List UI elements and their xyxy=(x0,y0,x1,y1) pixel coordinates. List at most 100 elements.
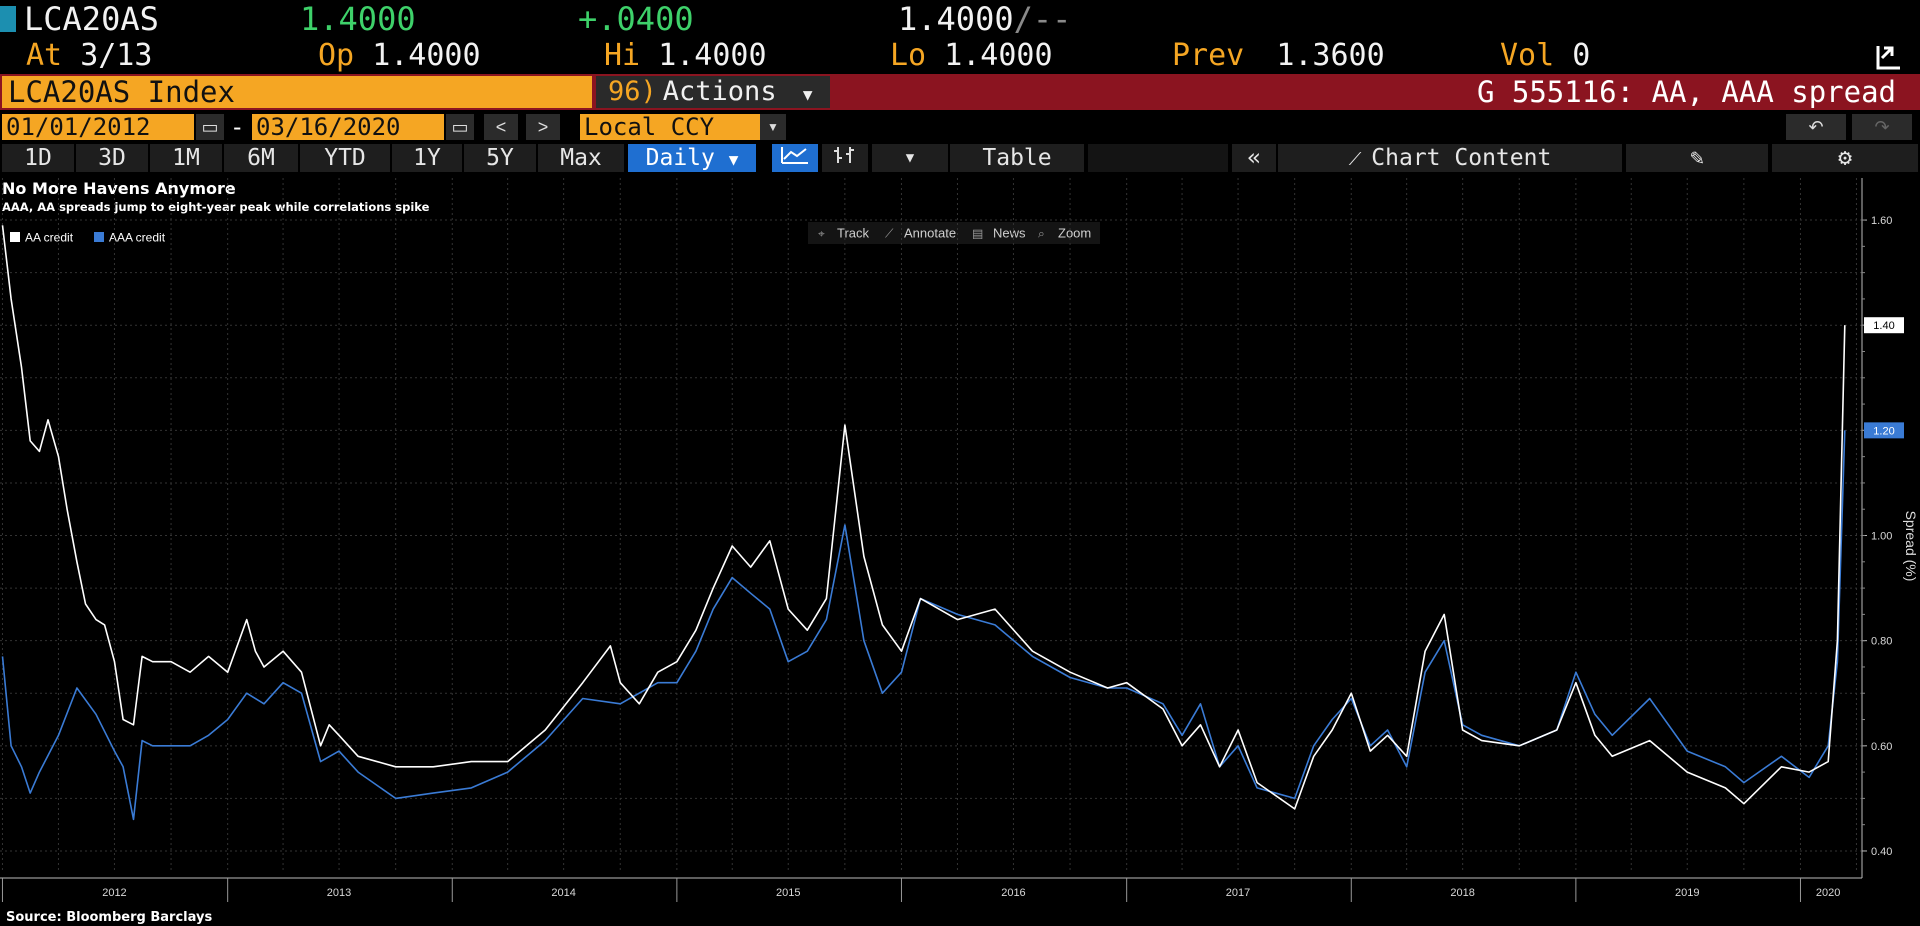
bid-ask: 1.4000/-- xyxy=(898,0,1071,38)
news-tool[interactable]: News xyxy=(993,226,1026,241)
open-label: Op xyxy=(318,38,355,73)
legend-swatch-aa xyxy=(10,232,20,242)
y-tick-label: 1.00 xyxy=(1871,531,1892,543)
prev-label: Prev xyxy=(1172,38,1245,73)
open-stat: Op 1.4000 xyxy=(318,38,481,74)
title-bar: LCA20AS Index 96) Actions ▼ G 555116: AA,… xyxy=(0,74,1920,110)
calendar-icon[interactable]: ▭ xyxy=(196,114,224,140)
series-line-aa-credit xyxy=(1,225,1846,810)
series-lines xyxy=(1,225,1846,821)
chevron-down-icon: ▼ xyxy=(728,150,739,169)
series-line-aaa-credit xyxy=(1,430,1846,821)
chart-subtitle: AAA, AA spreads jump to eight-year peak … xyxy=(2,200,430,214)
period-6m[interactable]: 6M xyxy=(224,144,298,172)
table-button[interactable]: Table xyxy=(950,144,1084,172)
vol-value: 0 xyxy=(1572,38,1591,73)
export-icon[interactable] xyxy=(1874,42,1904,72)
legend: AA credit AAA credit xyxy=(10,231,166,245)
legend-aaa-credit: AAA credit xyxy=(109,231,166,245)
chevron-left-icon[interactable]: < xyxy=(484,114,518,140)
low-label: Lo xyxy=(890,38,927,73)
actions-menu[interactable]: 96) Actions ▼ xyxy=(596,76,830,108)
collapse-icon[interactable]: « xyxy=(1232,144,1276,172)
chevron-down-icon: ▼ xyxy=(802,85,813,104)
high-value: 1.4000 xyxy=(658,38,767,73)
period-1y[interactable]: 1Y xyxy=(392,144,462,172)
quote-header: LCA20AS 1.4000 +.0400 1.4000/-- xyxy=(0,0,1920,38)
x-tick-label: 2014 xyxy=(551,887,575,899)
actions-number: 96) xyxy=(608,76,657,107)
open-value: 1.4000 xyxy=(372,38,481,73)
x-tick-label: 2017 xyxy=(1226,887,1250,899)
high-label: Hi xyxy=(604,38,641,73)
legend-swatch-aaa xyxy=(94,232,104,242)
chart-content-label: Chart Content xyxy=(1371,145,1552,171)
chart-type-dropdown[interactable]: ▼ xyxy=(872,144,948,172)
last-value-label: 1.20 xyxy=(1873,425,1894,437)
frequency-select[interactable]: Daily ▼ xyxy=(628,144,756,172)
at-label: At xyxy=(26,38,63,73)
period-1m[interactable]: 1M xyxy=(150,144,222,172)
annotate-tool[interactable]: Annotate xyxy=(904,226,956,241)
y-tick-label: 1.60 xyxy=(1871,215,1892,227)
y-tick-label: 0.60 xyxy=(1871,741,1892,753)
end-date-input[interactable]: 03/16/2020 xyxy=(252,114,444,140)
toolbar: 1D 3D 1M 6M YTD 1Y 5Y Max Daily ▼ ▼ Tabl… xyxy=(0,142,1920,174)
currency-select[interactable]: Local CCY xyxy=(580,114,760,140)
y-axis-label: Spread (%) xyxy=(1903,511,1919,582)
low-stat: Lo 1.4000 xyxy=(890,38,1053,74)
y-axis: 0.40 0.60 0.80 1.00 1.20 1.40 1.60 xyxy=(1861,178,1892,878)
track-icon[interactable]: ⌖ xyxy=(818,227,825,241)
volume-stat: Vol 0 xyxy=(1500,38,1590,74)
date-range-bar: 01/01/2012 ▭ - 03/16/2020 ▭ < > Local CC… xyxy=(0,112,1920,142)
period-3d[interactable]: 3D xyxy=(76,144,148,172)
source-note: Source: Bloomberg Barclays xyxy=(6,910,212,925)
prev-stat: Prev 1.3600 xyxy=(1172,38,1385,74)
redo-icon[interactable]: ↷ xyxy=(1852,114,1912,140)
chevron-down-icon[interactable]: ▼ xyxy=(760,114,786,140)
high-stat: Hi 1.4000 xyxy=(604,38,767,74)
vol-label: Vol xyxy=(1500,38,1555,73)
period-max[interactable]: Max xyxy=(538,144,624,172)
last-value-box xyxy=(1864,317,1904,334)
ticker-marker xyxy=(0,6,16,32)
chart-subject: G 555116: AA, AAA spread xyxy=(1476,75,1896,109)
y-tick-label: 0.80 xyxy=(1871,636,1892,648)
date-separator: - xyxy=(226,114,252,140)
chart-content-button[interactable]: ⟋ Chart Content xyxy=(1278,144,1622,172)
ask-value: /-- xyxy=(1013,0,1072,38)
edit-icon[interactable]: ✎ xyxy=(1626,144,1768,172)
track-tool[interactable]: Track xyxy=(837,226,870,241)
annotate-icon[interactable]: ⟋ xyxy=(885,227,894,241)
gear-icon[interactable]: ⚙ xyxy=(1772,144,1918,172)
zoom-tool[interactable]: Zoom xyxy=(1058,226,1091,241)
last-value-label: 1.40 xyxy=(1873,320,1894,332)
line-chart-icon[interactable] xyxy=(772,144,818,172)
x-tick-label: 2015 xyxy=(776,887,800,899)
period-5y[interactable]: 5Y xyxy=(464,144,536,172)
x-axis: 2012 2013 2014 2015 2016 2017 2018 2019 2020 xyxy=(0,877,1862,902)
x-tick-label: 2019 xyxy=(1675,887,1699,899)
news-icon[interactable]: ▤ xyxy=(972,227,983,241)
undo-icon[interactable]: ↶ xyxy=(1786,114,1846,140)
prev-value: 1.3600 xyxy=(1276,38,1385,73)
chevron-right-icon[interactable]: > xyxy=(526,114,560,140)
quote-stats: At 3/13 Op 1.4000 Hi 1.4000 Lo 1.4000 Pr… xyxy=(0,38,1920,74)
chart-area[interactable]: No More Havens Anymore AAA, AA spreads j… xyxy=(0,174,1920,926)
period-ytd[interactable]: YTD xyxy=(300,144,390,172)
last-value-box xyxy=(1864,422,1904,439)
bar-chart-icon[interactable] xyxy=(822,144,868,172)
security-name[interactable]: LCA20AS Index xyxy=(2,76,592,108)
start-date-input[interactable]: 01/01/2012 xyxy=(2,114,194,140)
at-value: 3/13 xyxy=(80,38,153,73)
calendar-icon[interactable]: ▭ xyxy=(446,114,474,140)
ticker: LCA20AS xyxy=(24,0,159,38)
net-change: +.0400 xyxy=(578,0,694,38)
chart-search-field[interactable] xyxy=(1088,144,1228,172)
bid-value: 1.4000 xyxy=(898,0,1014,38)
zoom-icon[interactable]: ⌕ xyxy=(1038,227,1045,241)
chart-content-icon: ⟋ xyxy=(1348,149,1362,170)
period-1d[interactable]: 1D xyxy=(2,144,74,172)
x-tick-label: 2020 xyxy=(1816,887,1840,899)
gridlines xyxy=(0,178,1862,872)
